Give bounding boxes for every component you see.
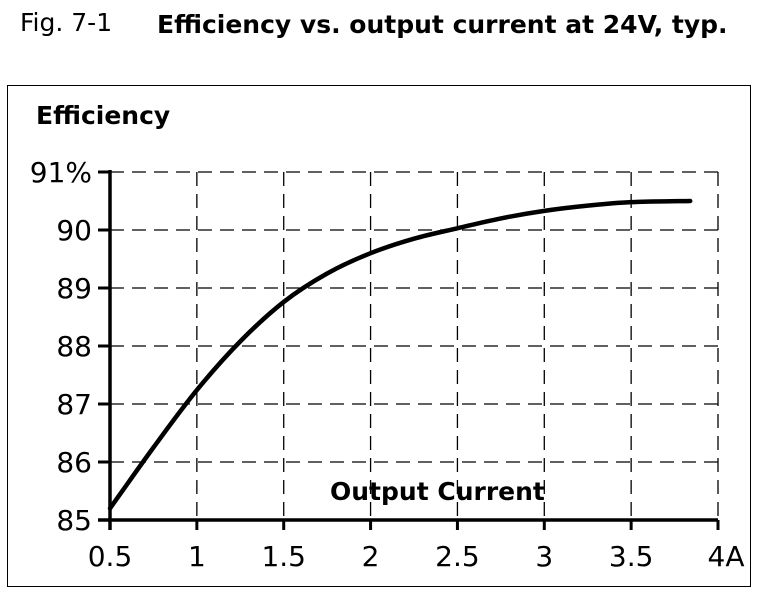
y-tick-label: 91%: [30, 156, 92, 189]
x-tick-label: 1: [188, 540, 206, 573]
x-tick-label: 2.5: [435, 540, 480, 573]
efficiency-curve: [107, 198, 693, 511]
chart-title: Efficiency vs. output current at 24V, ty…: [157, 10, 728, 39]
y-tick-label: 87: [56, 388, 92, 421]
y-axis-label: Efficiency: [36, 101, 170, 130]
y-tick-label: 90: [56, 214, 92, 247]
figure-label: Fig. 7-1: [20, 8, 113, 37]
y-tick-label: 89: [56, 272, 92, 305]
x-tick-label: 4A: [708, 540, 745, 573]
x-axis-label: Output Current: [330, 477, 545, 506]
x-tick-label: 2: [362, 540, 380, 573]
x-tick-label: 1.5: [261, 540, 306, 573]
x-tick-label: 3: [535, 540, 553, 573]
chart-frame: [7, 85, 751, 587]
x-tick-label: 0.5: [88, 540, 133, 573]
y-tick-label: 85: [56, 504, 92, 537]
y-tick-label: 86: [56, 446, 92, 479]
y-tick-label: 88: [56, 330, 92, 363]
x-tick-label: 3.5: [609, 540, 654, 573]
